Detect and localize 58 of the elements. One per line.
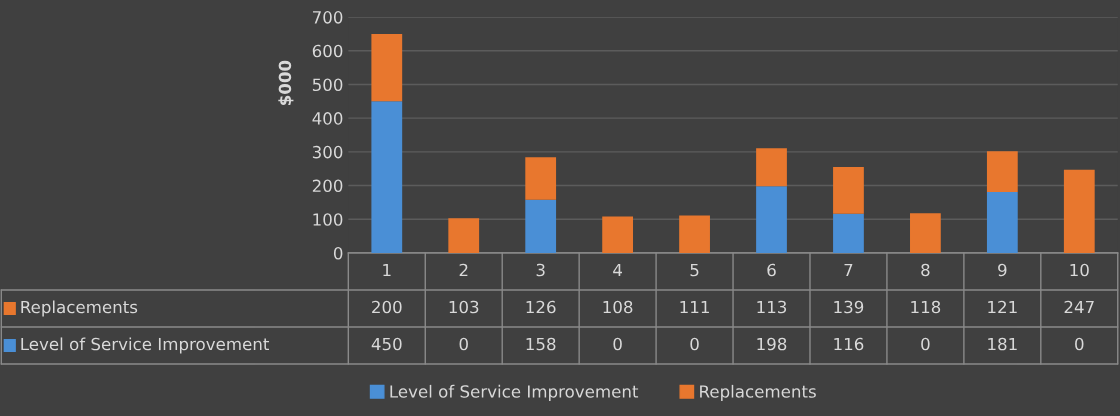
x-tick-label: 10	[1070, 263, 1089, 277]
bar	[602, 216, 634, 253]
x-tick-label: 7	[844, 263, 853, 277]
bar	[1063, 169, 1095, 253]
data-label: 116	[834, 337, 864, 351]
data-label: 103	[449, 300, 479, 314]
legend-label: Replacements	[700, 384, 816, 401]
data-label: 247	[1064, 300, 1094, 314]
data-label: 121	[988, 300, 1017, 314]
data-label: 0	[690, 337, 699, 351]
data-label: 118	[911, 300, 941, 314]
data-label: 198	[757, 337, 787, 351]
x-tick-label: 2	[459, 263, 468, 277]
text: Level of Service Improvement	[21, 337, 270, 354]
y-tick-label: 500	[312, 78, 343, 92]
y-tick-label: 0	[333, 246, 343, 260]
bar	[986, 191, 1018, 253]
y-tick-label: 100	[313, 213, 343, 226]
bar	[371, 101, 403, 253]
bar	[525, 157, 557, 200]
data-label: 126	[526, 300, 556, 314]
y-tick-label: 200	[312, 179, 343, 193]
data-label: 0	[459, 337, 468, 351]
data-label: 113	[757, 300, 787, 314]
text: Replacements	[21, 300, 138, 317]
bar	[525, 199, 557, 253]
bar	[833, 167, 864, 214]
data-label: 158	[526, 337, 556, 351]
x-tick-label: 3	[536, 263, 545, 277]
bar	[833, 213, 864, 253]
x-tick-label: 6	[767, 263, 776, 277]
y-tick-label: 400	[312, 112, 343, 125]
x-tick-label: 1	[383, 263, 391, 277]
y-tick-label: 300	[312, 145, 343, 159]
data-label: 200	[372, 300, 402, 314]
x-tick-label: 4	[613, 263, 622, 277]
bar	[679, 215, 710, 253]
data-label: 450	[371, 337, 402, 351]
y-tick-label: 700	[313, 11, 343, 24]
x-tick-label: 9	[998, 263, 1007, 277]
bar	[986, 151, 1018, 192]
data-label: 108	[603, 300, 633, 314]
legend-label: Level of Service Improvement	[390, 384, 639, 401]
y-axis-title: $000	[278, 60, 294, 105]
bar	[910, 213, 941, 253]
x-tick-label: 8	[921, 263, 930, 277]
x-tick-label: 5	[690, 263, 699, 277]
bar	[371, 33, 403, 102]
data-label: 0	[1075, 337, 1084, 351]
data-label: 0	[613, 337, 622, 351]
y-tick-label: 600	[312, 44, 343, 58]
bar	[756, 186, 787, 253]
bar	[756, 148, 787, 187]
data-label: 181	[988, 337, 1017, 351]
bar	[448, 218, 480, 253]
data-label: 111	[680, 300, 709, 314]
data-label: 139	[834, 300, 864, 314]
data-label: 0	[921, 337, 930, 351]
